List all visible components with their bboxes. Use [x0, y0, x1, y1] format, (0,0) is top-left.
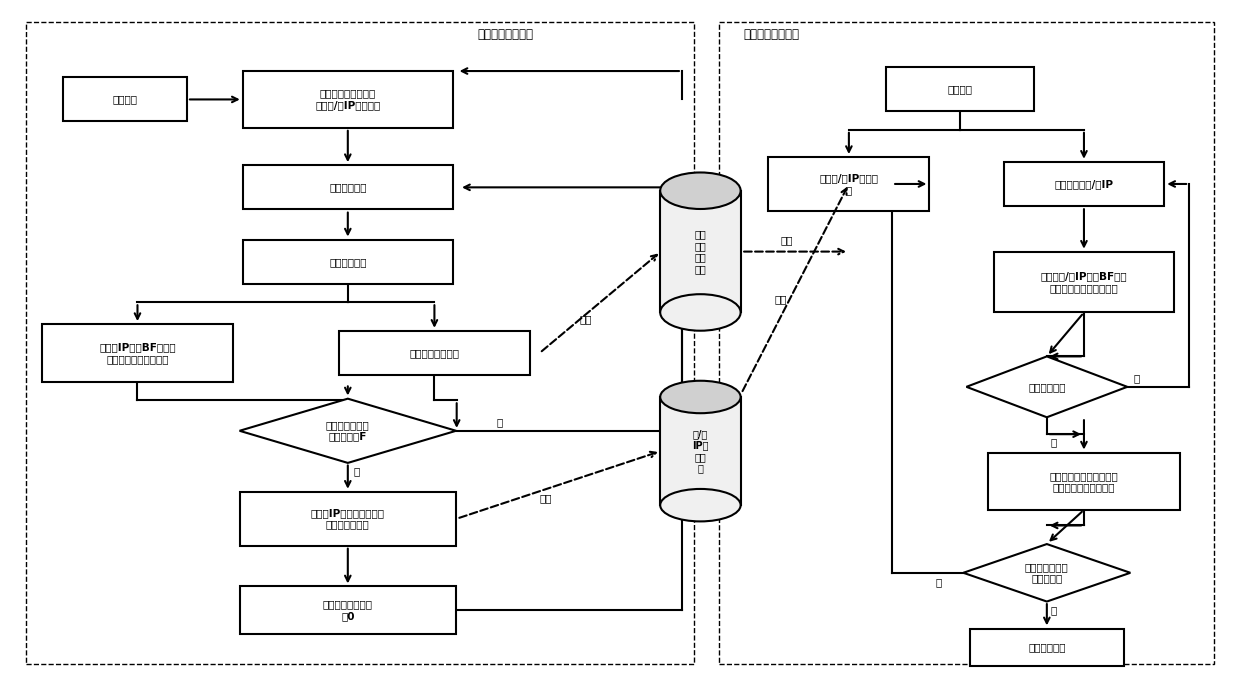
- Ellipse shape: [660, 381, 740, 414]
- Text: 查找相应网络数据存储文
件，输出相关报文数据: 查找相应网络数据存储文 件，输出相关报文数据: [1049, 471, 1118, 492]
- Text: 获取网络报文: 获取网络报文: [329, 183, 367, 192]
- Text: 否: 否: [496, 418, 502, 427]
- FancyBboxPatch shape: [970, 629, 1125, 666]
- FancyBboxPatch shape: [994, 252, 1173, 312]
- FancyBboxPatch shape: [887, 67, 1034, 111]
- Text: 读取: 读取: [775, 294, 787, 304]
- Text: 源/宿
IP索
引文
件: 源/宿 IP索 引文 件: [692, 428, 709, 473]
- FancyBboxPatch shape: [42, 325, 233, 382]
- Text: 结束查找过程: 结束查找过程: [1028, 642, 1065, 653]
- Text: 存储网络报文数据: 存储网络报文数据: [409, 348, 459, 358]
- FancyBboxPatch shape: [243, 240, 453, 284]
- Text: 提取报文信息: 提取报文信息: [329, 257, 367, 267]
- Text: 创建网络数据存储文
件、源/宿IP索引文件: 创建网络数据存储文 件、源/宿IP索引文件: [315, 89, 381, 110]
- Text: 网络
数据
存储
文件: 网络 数据 存储 文件: [694, 230, 707, 274]
- Text: 实时数据查找过程: 实时数据查找过程: [744, 29, 800, 41]
- Text: 否: 否: [935, 578, 941, 587]
- FancyBboxPatch shape: [769, 157, 929, 211]
- Text: 哈希比特向量清空
置0: 哈希比特向量清空 置0: [322, 599, 373, 621]
- Text: 写入: 写入: [539, 494, 552, 503]
- Ellipse shape: [660, 294, 740, 331]
- Text: 配置参数: 配置参数: [947, 84, 972, 94]
- Text: 是: 是: [353, 466, 361, 477]
- Text: 网络数据存储文
件超过阈值F: 网络数据存储文 件超过阈值F: [326, 420, 370, 441]
- FancyBboxPatch shape: [243, 166, 453, 209]
- Text: 写入: 写入: [579, 314, 591, 324]
- Polygon shape: [963, 544, 1131, 602]
- FancyBboxPatch shape: [660, 397, 740, 505]
- Text: 源、宿IP哈希比特向量存
储到索引文件中: 源、宿IP哈希比特向量存 储到索引文件中: [311, 508, 384, 530]
- FancyBboxPatch shape: [243, 71, 453, 128]
- FancyBboxPatch shape: [660, 191, 740, 312]
- Text: 配置参数: 配置参数: [113, 94, 138, 105]
- FancyBboxPatch shape: [988, 453, 1179, 510]
- Text: 读取: 读取: [781, 235, 794, 245]
- Text: 读取源/宿IP索引文
件: 读取源/宿IP索引文 件: [820, 173, 878, 195]
- Text: 实时数据存储过程: 实时数据存储过程: [477, 29, 533, 41]
- FancyBboxPatch shape: [239, 587, 456, 634]
- Text: 匹配比特向量: 匹配比特向量: [1028, 382, 1065, 392]
- FancyBboxPatch shape: [1003, 162, 1164, 206]
- Text: 获得待查询源/宿IP: 获得待查询源/宿IP: [1054, 179, 1114, 189]
- FancyBboxPatch shape: [339, 331, 531, 375]
- Polygon shape: [239, 399, 456, 463]
- FancyBboxPatch shape: [239, 492, 456, 546]
- Ellipse shape: [660, 172, 740, 209]
- Text: 是: 是: [1050, 605, 1056, 615]
- FancyBboxPatch shape: [63, 77, 187, 122]
- Text: 否: 否: [1133, 373, 1140, 384]
- Polygon shape: [966, 356, 1127, 418]
- Text: 源、宿IP进行BF哈希计
算，并保存到比特向量: 源、宿IP进行BF哈希计 算，并保存到比特向量: [99, 342, 176, 364]
- Text: 待查询源/宿IP进行BF哈希
计算，并保存到比特向量: 待查询源/宿IP进行BF哈希 计算，并保存到比特向量: [1040, 271, 1127, 293]
- Text: 是: 是: [1050, 437, 1056, 447]
- Ellipse shape: [660, 489, 740, 521]
- Text: 所有索引文件是
否读取结束: 所有索引文件是 否读取结束: [1025, 562, 1069, 583]
